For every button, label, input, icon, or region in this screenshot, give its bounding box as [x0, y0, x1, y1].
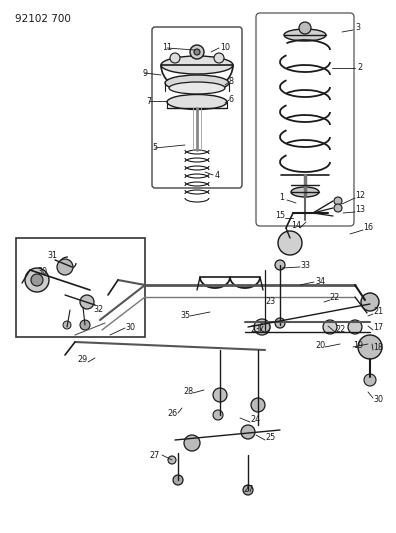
Text: 21: 21 — [373, 308, 383, 317]
Text: 15: 15 — [275, 212, 285, 221]
Text: 25: 25 — [265, 433, 275, 442]
Text: 12: 12 — [355, 191, 365, 200]
Circle shape — [334, 204, 342, 212]
Text: 3: 3 — [356, 23, 360, 33]
Text: 9: 9 — [143, 69, 148, 77]
Text: 31: 31 — [47, 252, 57, 261]
Text: 26: 26 — [167, 408, 177, 417]
Circle shape — [168, 456, 176, 464]
Circle shape — [241, 425, 255, 439]
Text: 32: 32 — [93, 305, 103, 314]
Circle shape — [254, 319, 270, 335]
Text: 19: 19 — [353, 341, 363, 350]
Circle shape — [334, 197, 342, 205]
Ellipse shape — [165, 75, 229, 91]
Text: 6: 6 — [228, 95, 234, 104]
Circle shape — [361, 293, 379, 311]
Text: 23: 23 — [250, 326, 260, 335]
Circle shape — [251, 398, 265, 412]
Circle shape — [184, 435, 200, 451]
Circle shape — [25, 268, 49, 292]
Circle shape — [173, 475, 183, 485]
Circle shape — [275, 318, 285, 328]
Text: 22: 22 — [330, 294, 340, 303]
Text: 30: 30 — [373, 395, 383, 405]
Text: 24: 24 — [250, 416, 260, 424]
Circle shape — [190, 45, 204, 59]
Circle shape — [170, 53, 180, 63]
Text: 30: 30 — [125, 324, 135, 333]
Text: 11: 11 — [162, 44, 172, 52]
Circle shape — [275, 260, 285, 270]
Circle shape — [260, 322, 270, 332]
Text: 10: 10 — [220, 44, 230, 52]
Ellipse shape — [291, 187, 319, 197]
Circle shape — [214, 53, 224, 63]
Circle shape — [323, 320, 337, 334]
Circle shape — [95, 315, 111, 331]
Text: 30: 30 — [37, 268, 47, 277]
Text: 16: 16 — [363, 223, 373, 232]
Circle shape — [194, 49, 200, 55]
Text: 92102 700: 92102 700 — [15, 14, 71, 24]
Circle shape — [80, 295, 94, 309]
Text: 17: 17 — [373, 324, 383, 333]
Circle shape — [243, 485, 253, 495]
Circle shape — [213, 410, 223, 420]
Text: 14: 14 — [291, 222, 301, 230]
Text: 2: 2 — [358, 63, 363, 72]
Circle shape — [299, 22, 311, 34]
Text: 23: 23 — [265, 297, 275, 306]
Text: 27: 27 — [150, 450, 160, 459]
Circle shape — [63, 321, 71, 329]
Circle shape — [358, 335, 382, 359]
Ellipse shape — [284, 29, 326, 41]
Text: 7: 7 — [147, 96, 152, 106]
Ellipse shape — [167, 94, 227, 109]
Text: 20: 20 — [315, 341, 325, 350]
Circle shape — [31, 274, 43, 286]
Text: 34: 34 — [315, 278, 325, 287]
Text: 4: 4 — [215, 171, 219, 180]
Text: 28: 28 — [183, 387, 193, 397]
Circle shape — [80, 320, 90, 330]
Text: 8: 8 — [228, 77, 234, 86]
Text: 35: 35 — [180, 311, 190, 320]
Text: 29: 29 — [77, 356, 87, 365]
Text: 18: 18 — [373, 343, 383, 352]
Text: 5: 5 — [152, 143, 158, 152]
Circle shape — [348, 320, 362, 334]
Ellipse shape — [161, 56, 233, 74]
Text: 33: 33 — [300, 261, 310, 270]
Circle shape — [278, 231, 302, 255]
Circle shape — [57, 259, 73, 275]
Circle shape — [213, 388, 227, 402]
Text: 27: 27 — [243, 486, 253, 495]
FancyBboxPatch shape — [16, 238, 145, 337]
Ellipse shape — [169, 82, 225, 94]
Text: 13: 13 — [355, 206, 365, 214]
Text: 1: 1 — [280, 193, 284, 203]
Circle shape — [364, 374, 376, 386]
Text: 22: 22 — [335, 326, 345, 335]
